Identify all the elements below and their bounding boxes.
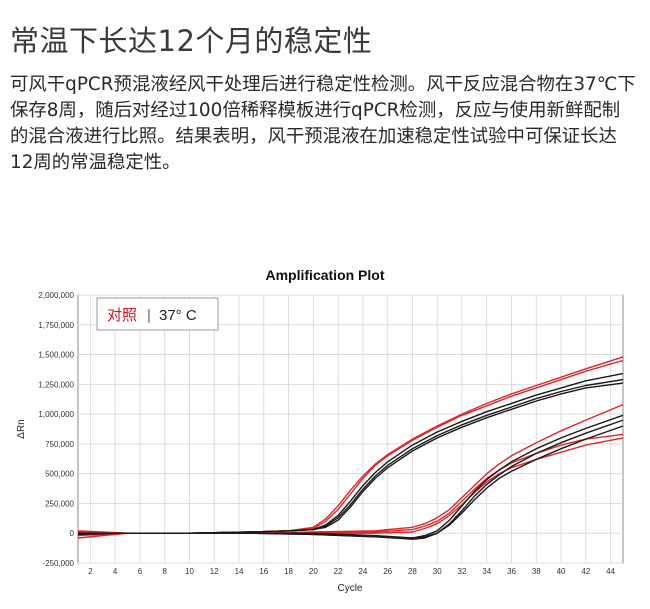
x-tick-label: 12 [210, 567, 219, 576]
y-tick-label: 1,750,000 [38, 321, 74, 330]
x-tick-label: 16 [259, 567, 268, 576]
series-line-5 [78, 382, 624, 534]
x-tick-label: 28 [408, 567, 417, 576]
x-tick-labels: 2 4 6 8 10 12 14 16 18 20 22 24 26 28 30 32 34 36 38 40 42 44 [88, 567, 615, 576]
legend-frame [96, 297, 219, 331]
grid-lines [78, 294, 623, 564]
x-tick-label: 42 [581, 567, 590, 576]
x-tick-label: 30 [433, 567, 442, 576]
description-paragraph: 可风干qPCR预混液经风干处理后进行稳定性检测。风干反应混合物在37℃下保存8周… [10, 74, 636, 173]
legend-box: 对照 | 37° C [96, 297, 219, 331]
x-tick-label: 44 [606, 567, 615, 576]
y-tick-label: 500,000 [45, 470, 74, 479]
legend-separator: | [147, 307, 151, 324]
x-tick-label: 20 [309, 567, 318, 576]
x-tick-label: 2 [88, 567, 93, 576]
y-tick-label: 0 [70, 529, 75, 538]
chart-title: Amplification Plot [266, 267, 385, 283]
plot-area [77, 294, 624, 564]
y-tick-label: 2,000,000 [38, 291, 74, 300]
x-tick-label: 36 [507, 567, 516, 576]
x-tick-label: 10 [185, 567, 194, 576]
x-tick-label: 34 [482, 567, 491, 576]
x-tick-label: 32 [458, 567, 467, 576]
series-group [77, 356, 624, 540]
page-title: 常温下长达12个月的稳定性 [10, 24, 373, 58]
y-tick-labels: -250,000 0 250,000 500,000 750,000 1,000,000 1… [38, 291, 74, 568]
y-tick-label: 750,000 [45, 440, 74, 449]
amplification-plot-svg: -250,000 0 250,000 500,000 750,000 1,000,000 1… [16, 267, 624, 594]
x-tick-label: 38 [532, 567, 541, 576]
y-tick-label: 1,250,000 [38, 380, 74, 389]
y-tick-label: 1,000,000 [38, 410, 74, 419]
x-tick-label: 22 [334, 567, 343, 576]
x-tick-label: 8 [162, 567, 167, 576]
x-tick-label: 24 [358, 567, 367, 576]
series-line-11 [78, 425, 624, 539]
y-axis-label: ΔRn [16, 419, 27, 438]
amplification-chart: -250,000 0 250,000 500,000 750,000 1,000,000 1… [10, 258, 640, 603]
x-axis-label: Cycle [337, 583, 362, 594]
x-tick-label: 26 [383, 567, 392, 576]
y-tick-label: -250,000 [42, 559, 74, 568]
legend-control-label: 对照 [107, 306, 137, 324]
x-tick-label: 6 [138, 567, 143, 576]
x-tick-label: 14 [235, 567, 244, 576]
y-tick-label: 250,000 [45, 499, 74, 508]
x-tick-label: 4 [113, 567, 118, 576]
x-tick-label: 18 [284, 567, 293, 576]
legend-temperature: 37° C [159, 307, 197, 324]
y-tick-label: 1,500,000 [38, 351, 74, 360]
x-tick-label: 40 [557, 567, 566, 576]
